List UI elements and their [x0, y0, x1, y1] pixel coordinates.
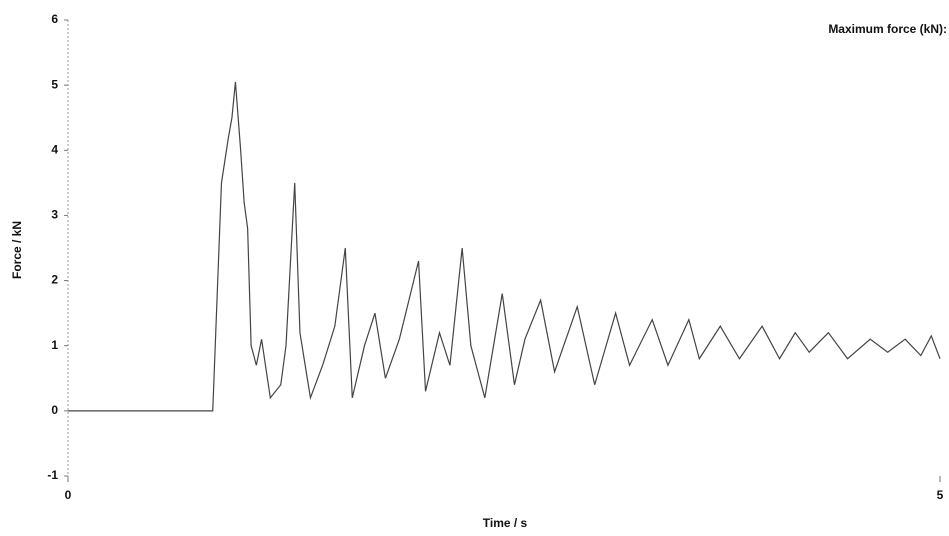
y-axis-label: Force / kN	[10, 221, 24, 279]
x-tick-label: 0	[65, 488, 72, 502]
y-tick-label: 0	[51, 403, 58, 417]
y-tick-label: 2	[51, 273, 58, 287]
line	[68, 81, 941, 412]
y-tick-label: 5	[51, 77, 58, 91]
y-tick-label: 3	[51, 208, 58, 222]
y-tick-label: 4	[51, 142, 58, 156]
annotation: Maximum force (kN):	[828, 22, 947, 36]
x-tick-label: 5	[937, 488, 944, 502]
y-tick-label: 6	[51, 12, 58, 26]
x-axis-label: Time / s	[483, 516, 528, 530]
y-tick-label: 1	[51, 338, 58, 352]
y-tick-label: -1	[47, 468, 58, 482]
